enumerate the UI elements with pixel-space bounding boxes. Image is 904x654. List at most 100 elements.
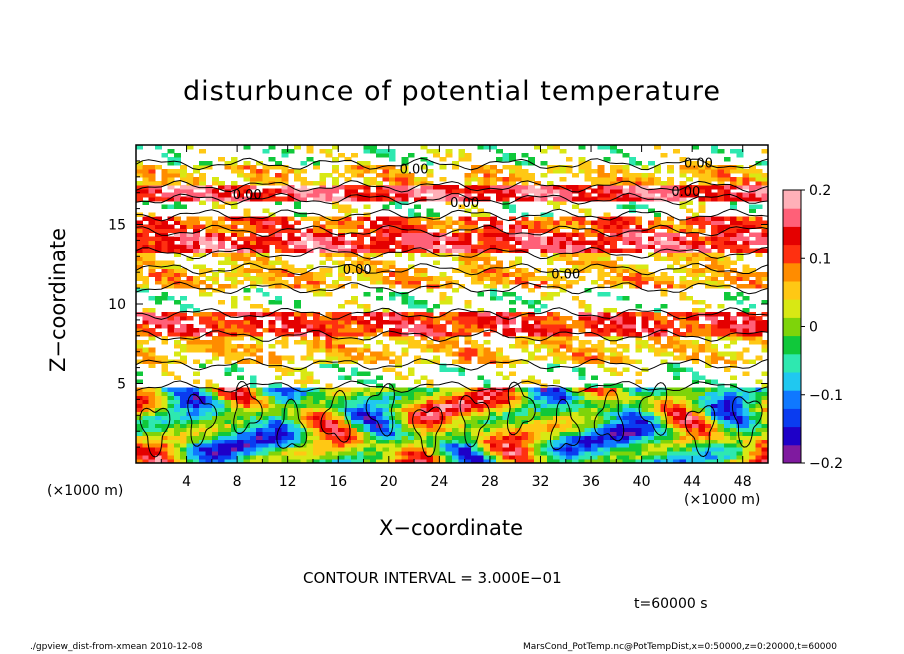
heatmap-cell (546, 184, 554, 190)
heatmap-cell (420, 188, 428, 194)
heatmap-cell (224, 407, 232, 412)
heatmap-cell (565, 331, 573, 337)
heatmap-cell (161, 284, 169, 289)
heatmap-cell (635, 451, 643, 456)
heatmap-cell (426, 252, 434, 257)
heatmap-cell (723, 451, 731, 456)
heatmap-cell (628, 220, 636, 226)
heatmap-cell (414, 204, 421, 210)
heatmap-cell (660, 256, 668, 261)
heatmap-cell (294, 435, 301, 440)
heatmap-cell (534, 307, 542, 313)
heatmap-cell (243, 236, 251, 241)
heatmap-cell (578, 355, 586, 361)
heatmap-cell (660, 395, 668, 400)
heatmap-cell (502, 323, 510, 329)
heatmap-cell (483, 216, 491, 222)
heatmap-cell (489, 272, 497, 277)
heatmap-cell (445, 403, 453, 408)
heatmap-cell (136, 427, 143, 432)
heatmap-cell (647, 188, 655, 194)
heatmap-cell (230, 188, 238, 194)
heatmap-cell (527, 172, 535, 178)
heatmap-cell (363, 359, 371, 365)
heatmap-cell (515, 399, 523, 404)
heatmap-cell (426, 459, 434, 463)
heatmap-cell (546, 327, 554, 333)
heatmap-cell (344, 395, 352, 400)
heatmap-cell (572, 319, 579, 325)
heatmap-cell (603, 459, 611, 463)
heatmap-cell (180, 284, 188, 289)
heatmap-cell (553, 272, 561, 277)
heatmap-cell (186, 172, 194, 178)
heatmap-cell (692, 375, 700, 381)
heatmap-cell (275, 272, 282, 277)
heatmap-cell (243, 387, 251, 393)
heatmap-cell (243, 272, 251, 277)
heatmap-cell (218, 387, 226, 393)
heatmap-cell (755, 204, 763, 210)
heatmap-cell (180, 228, 188, 234)
heatmap-cell (673, 451, 681, 456)
heatmap-cell (199, 415, 207, 420)
heatmap-cell (350, 264, 358, 269)
heatmap-cell (395, 331, 403, 337)
heatmap-cell (458, 236, 466, 241)
heatmap-cell (761, 455, 768, 460)
heatmap-cell (546, 188, 554, 194)
heatmap-cell (363, 395, 371, 400)
heatmap-cell (312, 323, 320, 329)
heatmap-cell (534, 236, 542, 241)
heatmap-cell (142, 192, 150, 198)
heatmap-cell (616, 355, 624, 361)
heatmap-cell (338, 204, 346, 210)
heatmap-cell (344, 252, 352, 257)
heatmap-cell (237, 335, 245, 341)
heatmap-cell (546, 220, 554, 226)
heatmap-cell (666, 184, 674, 190)
heatmap-cell (546, 427, 554, 432)
heatmap-cell (666, 443, 674, 448)
heatmap-cell (369, 407, 377, 412)
heatmap-cell (597, 176, 605, 182)
heatmap-cell (243, 331, 251, 337)
heatmap-cell (148, 315, 156, 321)
heatmap-cell (344, 208, 352, 214)
heatmap-cell (565, 268, 573, 273)
heatmap-cell (666, 415, 674, 420)
heatmap-cell (565, 395, 573, 400)
heatmap-cell (300, 423, 308, 428)
heatmap-cell (749, 304, 756, 309)
heatmap-cell (470, 172, 478, 178)
heatmap-cell (660, 220, 668, 226)
heatmap-cell (192, 343, 200, 349)
heatmap-cell (489, 248, 497, 253)
heatmap-cell (420, 311, 428, 317)
heatmap-cell (237, 415, 245, 420)
heatmap-cell (458, 327, 466, 333)
heatmap-cell (502, 447, 510, 452)
heatmap-cell (730, 204, 737, 210)
heatmap-cell (268, 323, 276, 329)
heatmap-cell (603, 355, 611, 361)
heatmap-cell (736, 311, 744, 317)
heatmap-cell (224, 403, 232, 408)
heatmap-cell (641, 435, 649, 440)
heatmap-cell (452, 403, 459, 408)
heatmap-cell (420, 343, 428, 349)
heatmap-cell (243, 399, 251, 404)
heatmap-cell (692, 411, 700, 416)
heatmap-cell (730, 228, 737, 234)
heatmap-cell (483, 284, 491, 289)
heatmap-cell (205, 379, 213, 385)
heatmap-cell (407, 407, 415, 412)
heatmap-cell (331, 451, 339, 456)
heatmap-cell (401, 335, 409, 341)
heatmap-cell (622, 236, 630, 241)
heatmap-cell (344, 403, 352, 408)
heatmap-cell (136, 395, 143, 400)
heatmap-cell (647, 228, 655, 234)
heatmap-cell (622, 455, 630, 460)
heatmap-cell (344, 176, 352, 182)
